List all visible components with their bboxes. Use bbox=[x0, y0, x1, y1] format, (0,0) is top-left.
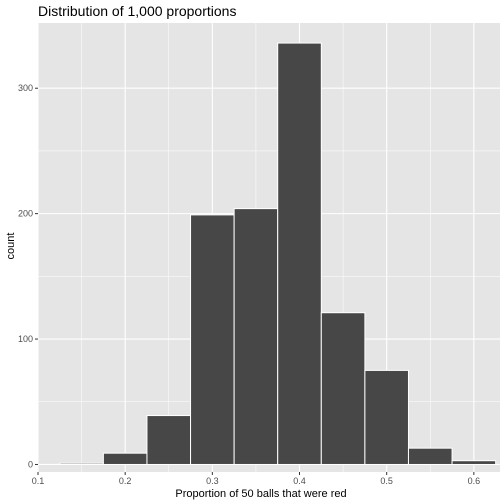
histogram-bar bbox=[59, 462, 104, 465]
x-axis: 0.1 0.2 0.3 0.4 0.5 0.6 bbox=[32, 472, 480, 486]
x-tick-label: 0.6 bbox=[468, 476, 481, 486]
x-tick-label: 0.1 bbox=[32, 476, 45, 486]
histogram-bar bbox=[364, 369, 409, 465]
histogram-bar bbox=[233, 208, 279, 465]
y-tick-label: 100 bbox=[18, 334, 33, 344]
histogram-bar bbox=[277, 42, 322, 465]
histogram-bar bbox=[407, 447, 453, 465]
y-tick-label: 300 bbox=[18, 83, 33, 93]
x-tick-label: 0.5 bbox=[380, 476, 393, 486]
x-tick-label: 0.4 bbox=[293, 476, 306, 486]
y-axis-label: count bbox=[5, 233, 17, 260]
histogram-bar bbox=[320, 312, 366, 465]
histogram-bars bbox=[59, 42, 497, 465]
chart-title: Distribution of 1,000 proportions bbox=[38, 3, 236, 19]
histogram-bar bbox=[146, 415, 192, 465]
y-axis: 0 100 200 300 bbox=[18, 83, 38, 469]
x-axis-label: Proportion of 50 balls that were red bbox=[175, 488, 346, 500]
x-tick-label: 0.3 bbox=[206, 476, 219, 486]
histogram-bar bbox=[102, 452, 148, 465]
y-tick-label: 200 bbox=[18, 209, 33, 219]
histogram-bar bbox=[190, 214, 235, 465]
histogram-bar bbox=[451, 460, 497, 465]
x-tick-label: 0.2 bbox=[119, 476, 132, 486]
y-tick-label: 0 bbox=[28, 459, 33, 469]
